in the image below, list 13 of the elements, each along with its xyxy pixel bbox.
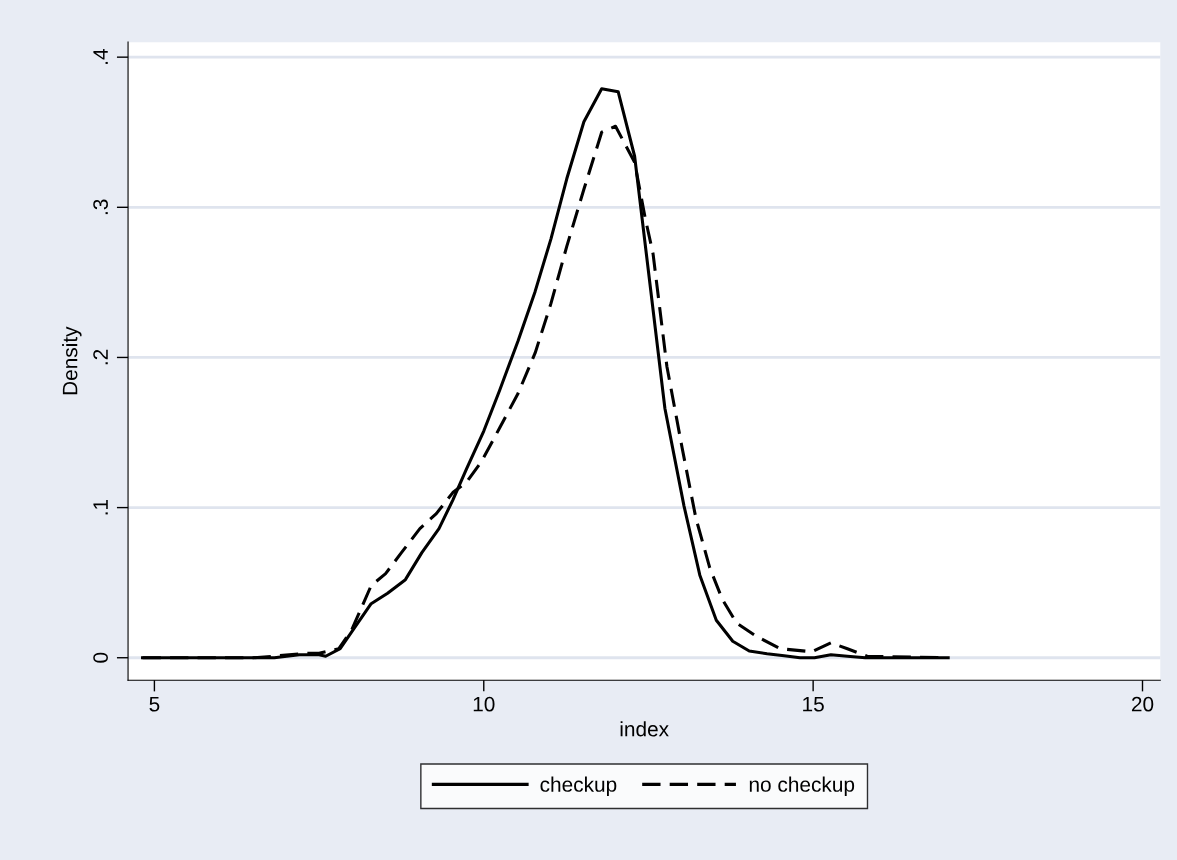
x-tick-label: 15 (803, 697, 824, 712)
x-tick-label: 10 (473, 696, 495, 712)
legend-label: checkup (540, 776, 617, 796)
x-tick-label: 5 (149, 697, 160, 712)
y-tick-label: 0 (93, 652, 108, 663)
y-tick-label: .4 (93, 49, 108, 64)
y-tick-label: .1 (93, 499, 108, 515)
y-tick-label: .2 (93, 349, 108, 365)
x-tick-label: 20 (1131, 696, 1154, 712)
y-axis-title: Density (62, 326, 82, 395)
y-tick-label: .3 (93, 199, 108, 215)
x-axis-title: index (620, 721, 669, 737)
legend-label: no checkup (749, 776, 855, 796)
